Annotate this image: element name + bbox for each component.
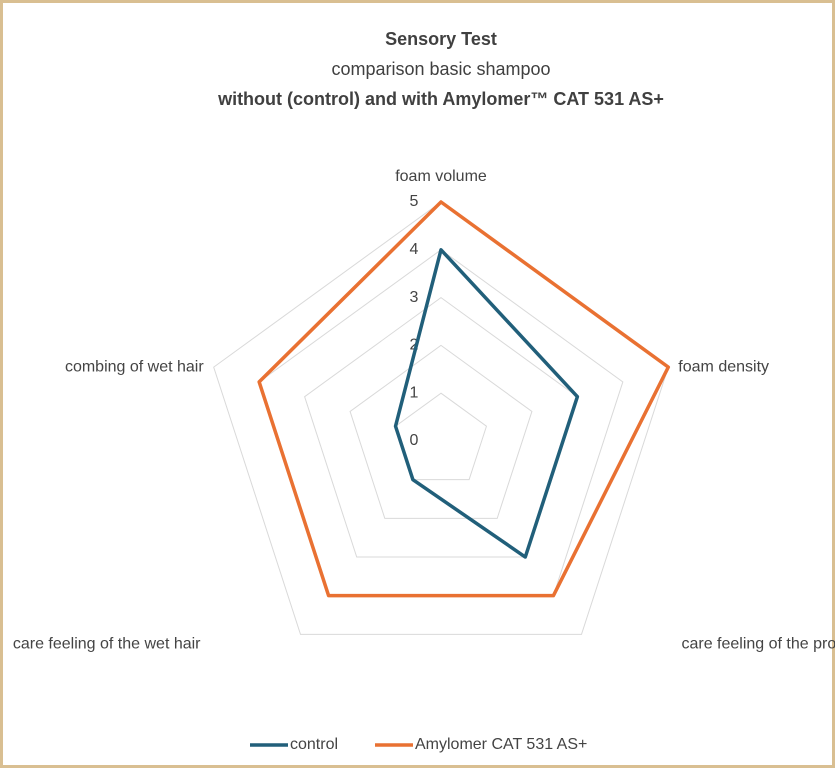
series-line: [393, 248, 580, 559]
grid-ring: [349, 344, 533, 519]
category-label: foam volume: [395, 168, 487, 185]
r-tick-label: 2: [410, 337, 419, 354]
r-tick-label: 4: [410, 241, 419, 258]
category-label: combing of wet hair: [65, 358, 204, 375]
grid-ring: [304, 296, 578, 558]
r-tick-label: 3: [410, 289, 419, 306]
legend-label: Amylomer CAT 531 AS+: [415, 736, 587, 753]
category-label: care feeling of the wet hair: [13, 636, 201, 653]
legend-label: control: [290, 736, 338, 753]
chart-subtitle: comparison basic shampoo: [331, 59, 550, 79]
r-tick-label: 1: [410, 384, 419, 401]
r-tick-label: 0: [410, 432, 419, 449]
category-label: foam density: [678, 358, 769, 375]
category-label: care feeling of the product: [681, 636, 835, 653]
grid-ring: [394, 392, 488, 481]
chart-title: Sensory Test: [385, 29, 497, 49]
series-line: [257, 200, 671, 598]
r-tick-label: 5: [410, 193, 419, 210]
chart-subtitle: without (control) and with Amylomer™ CAT…: [217, 89, 664, 109]
